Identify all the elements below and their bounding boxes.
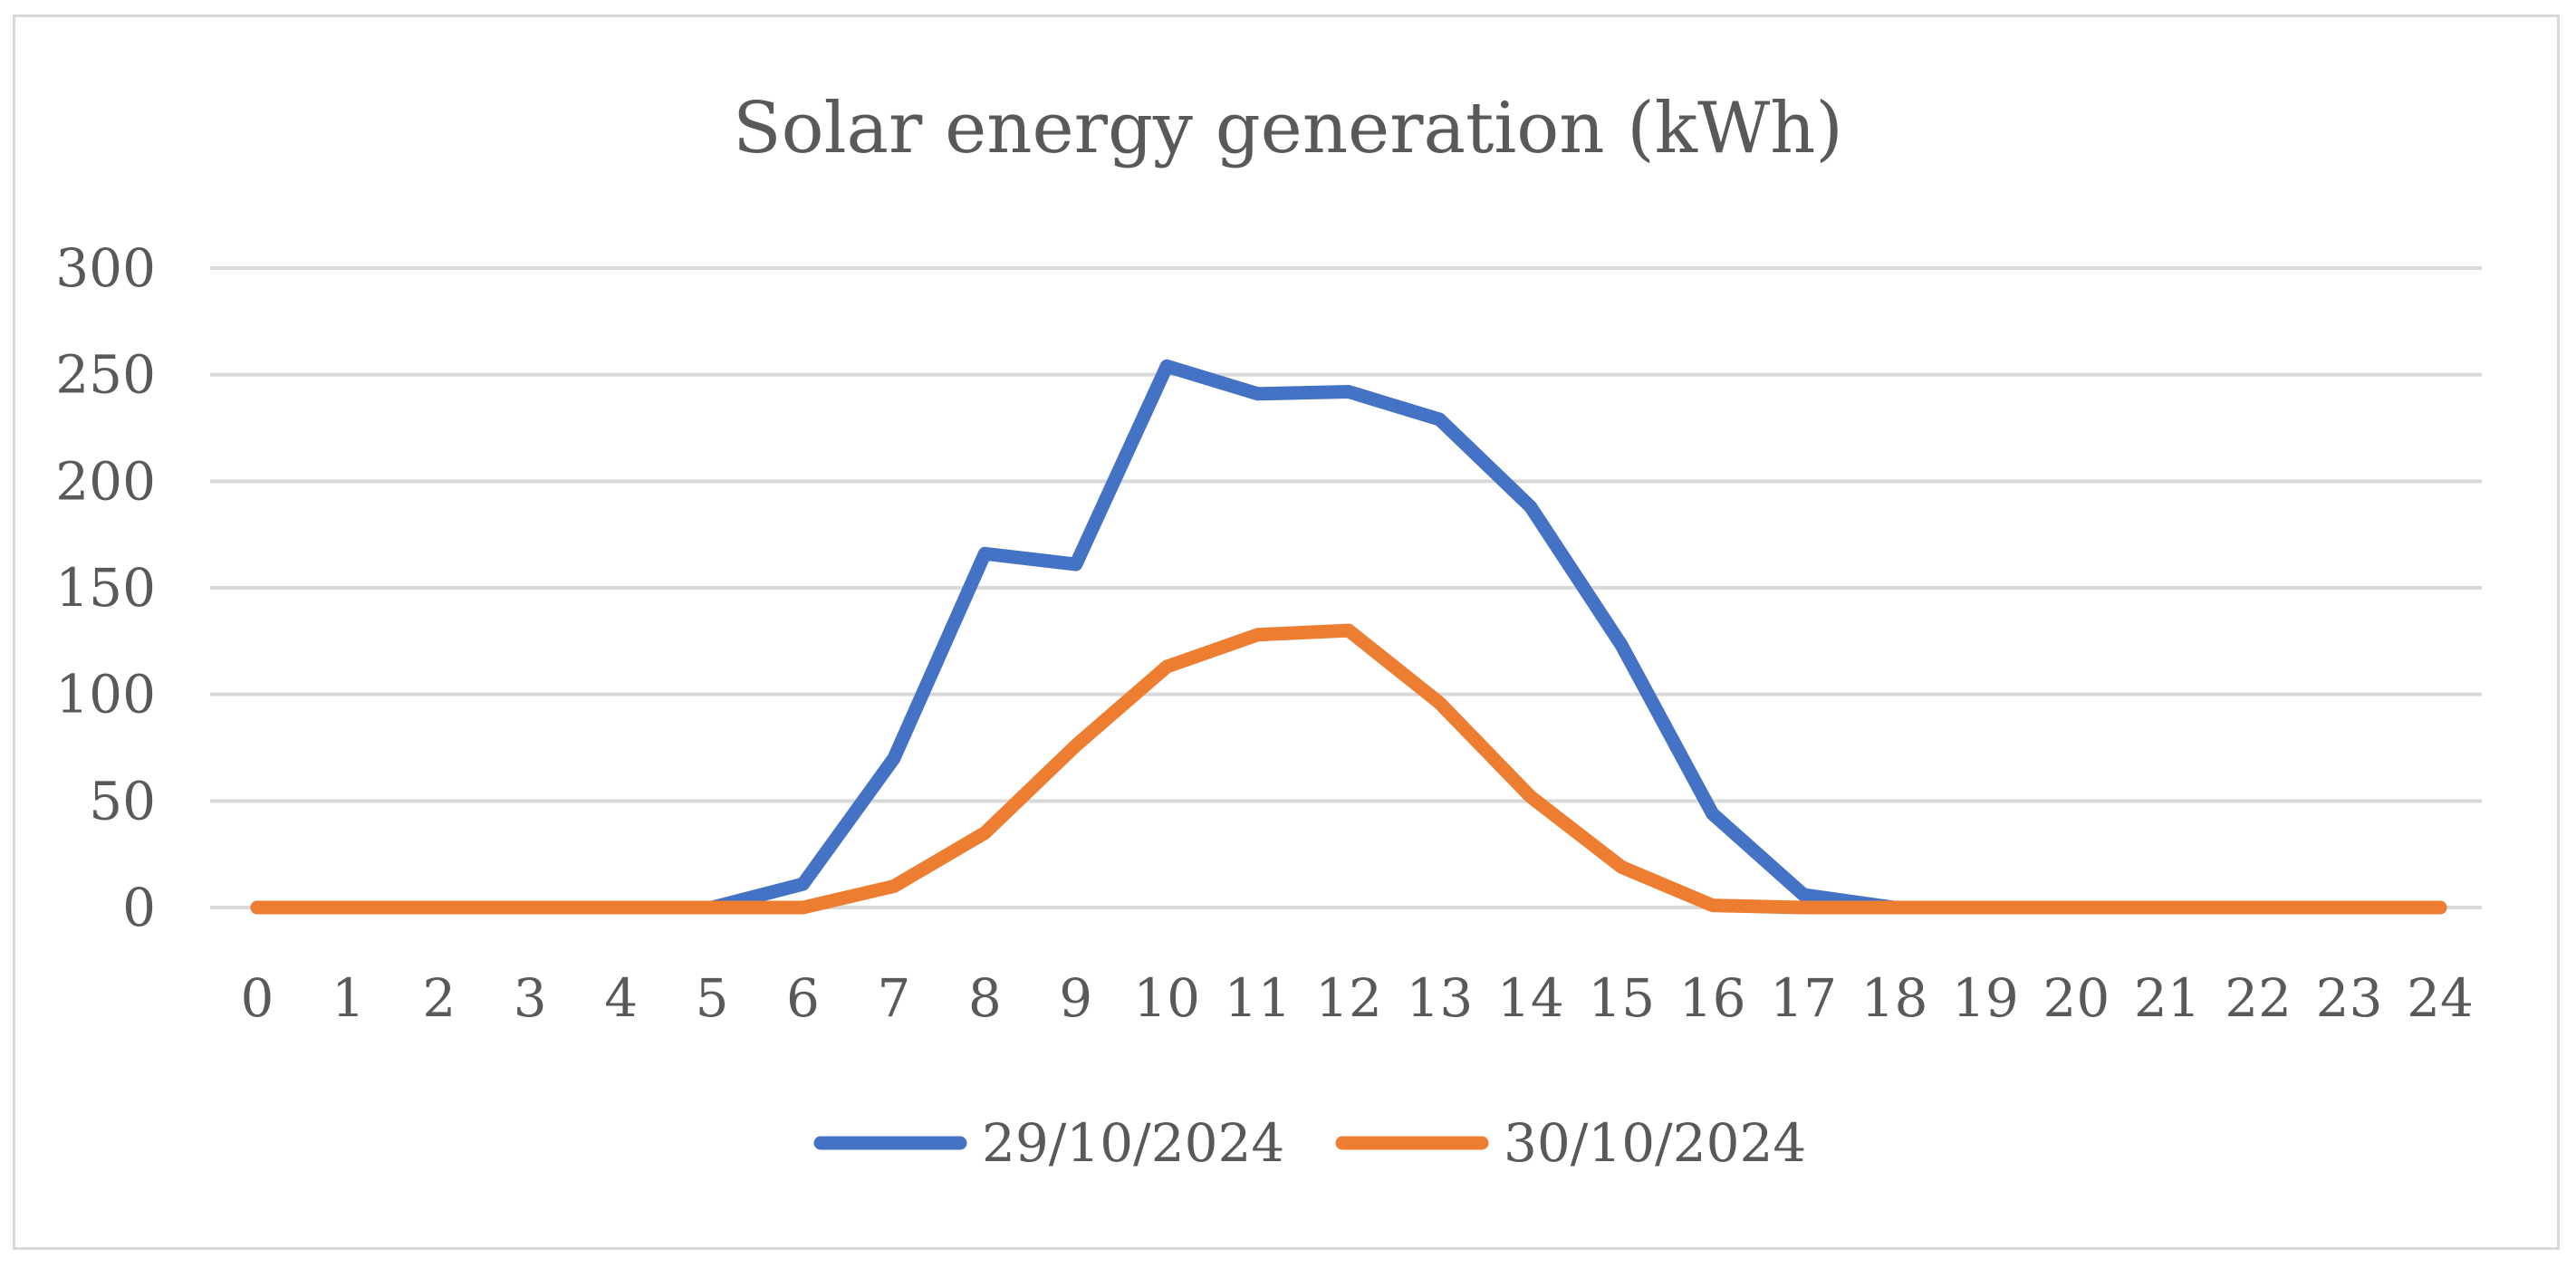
x-tick-label: 3 <box>514 967 547 1029</box>
x-tick-label: 15 <box>1588 967 1655 1029</box>
x-tick-label: 13 <box>1407 967 1474 1029</box>
x-tick-label: 20 <box>2043 967 2110 1029</box>
y-tick-label: 150 <box>55 557 156 619</box>
x-tick-label: 11 <box>1225 967 1292 1029</box>
x-tick-label: 5 <box>696 967 729 1029</box>
series-lines <box>250 359 2447 915</box>
x-tick-label: 24 <box>2407 967 2474 1029</box>
y-axis-tick-labels: 0 50 100 150 200 250 300 <box>55 237 156 938</box>
x-tick-label: 18 <box>1861 967 1928 1029</box>
x-tick-label: 4 <box>604 967 638 1029</box>
legend: 29/10/2024 30/10/2024 <box>813 1112 1806 1174</box>
x-tick-label: 10 <box>1133 967 1200 1029</box>
x-tick-label: 17 <box>1770 967 1837 1029</box>
x-tick-label: 16 <box>1679 967 1746 1029</box>
y-tick-label: 300 <box>55 237 156 299</box>
y-tick-label: 100 <box>55 664 156 725</box>
x-tick-label: 12 <box>1315 967 1382 1029</box>
x-tick-label: 21 <box>2134 967 2201 1029</box>
x-tick-label: 22 <box>2225 967 2292 1029</box>
y-tick-label: 0 <box>122 877 156 938</box>
x-axis-tick-labels: 0 1 2 3 4 5 6 7 8 9 10 11 12 13 14 15 16 17 18 19 20 21 22 23 24 <box>241 967 2474 1029</box>
x-tick-label: 8 <box>968 967 1002 1029</box>
x-tick-label: 23 <box>2316 967 2383 1029</box>
x-tick-label: 7 <box>877 967 910 1029</box>
x-tick-label: 1 <box>332 967 365 1029</box>
y-tick-label: 250 <box>55 344 156 406</box>
x-tick-label: 6 <box>786 967 820 1029</box>
x-tick-label: 2 <box>422 967 456 1029</box>
legend-label-2: 30/10/2024 <box>1504 1112 1806 1174</box>
y-tick-label: 50 <box>89 770 156 831</box>
chart-title: Solar energy generation (kWh) <box>733 88 1843 169</box>
x-tick-label: 0 <box>241 967 274 1029</box>
y-tick-label: 200 <box>55 450 156 512</box>
legend-label-1: 29/10/2024 <box>982 1112 1284 1174</box>
x-tick-label: 19 <box>1952 967 2019 1029</box>
x-tick-label: 9 <box>1059 967 1092 1029</box>
x-tick-label: 14 <box>1497 967 1564 1029</box>
series-line-2 <box>250 623 2447 915</box>
gridlines <box>210 266 2482 909</box>
